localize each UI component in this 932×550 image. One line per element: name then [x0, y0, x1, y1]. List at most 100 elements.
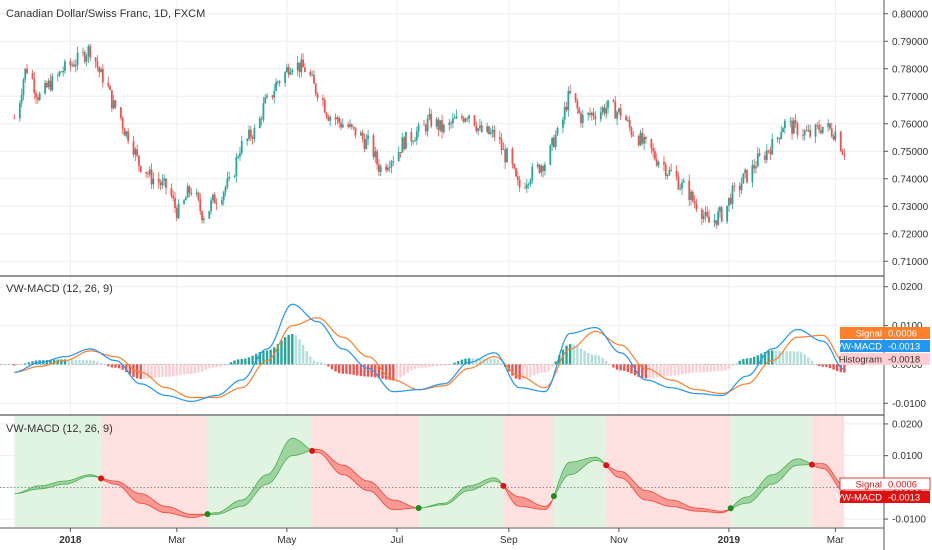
candle-body	[531, 166, 534, 181]
histogram-bar	[648, 364, 651, 379]
histogram-bar	[817, 364, 821, 366]
histogram-bar	[810, 360, 814, 365]
candle-body	[679, 188, 682, 190]
candle-body	[809, 129, 812, 137]
candle-body	[704, 211, 707, 216]
candle-body	[195, 192, 198, 195]
candle-body	[325, 112, 328, 117]
histogram-bar	[229, 362, 233, 365]
histogram-bar	[785, 351, 788, 365]
candle-body	[197, 192, 200, 200]
histogram-bar	[16, 364, 20, 366]
candle-body	[177, 203, 180, 218]
histogram-bar	[605, 361, 608, 365]
histogram-bar	[377, 364, 381, 379]
candle-body	[240, 140, 243, 154]
candle-body	[202, 218, 205, 221]
candle-body	[430, 113, 433, 127]
histogram-bar	[92, 360, 96, 365]
histogram-bar	[356, 364, 359, 376]
candle-body	[69, 61, 72, 66]
histogram-bar	[298, 339, 301, 365]
candle-body	[112, 100, 115, 109]
candle-body	[700, 209, 703, 219]
x-tick-label: May	[277, 535, 296, 546]
candle-body	[210, 200, 212, 211]
histogram-bar	[359, 364, 363, 377]
histogram-bar	[287, 334, 290, 365]
candle-body	[136, 149, 139, 156]
candle-body	[38, 93, 41, 101]
candle-body	[322, 98, 324, 100]
candle-body	[47, 80, 50, 88]
vw-macd-tag-name: VW-MACD	[836, 342, 882, 353]
candle-body	[783, 120, 786, 129]
histogram-bar	[208, 364, 211, 369]
candle-body	[349, 124, 351, 128]
histogram-bar	[500, 362, 503, 365]
candle-body	[451, 118, 454, 124]
histogram-bar	[677, 364, 680, 376]
candle-body	[529, 180, 532, 185]
candle-body	[744, 169, 747, 174]
candle-body	[46, 82, 48, 88]
candle-body	[771, 139, 774, 155]
histogram-bar	[644, 364, 648, 379]
candle-body	[226, 178, 229, 187]
y-tick-label: -0.0100	[892, 399, 926, 410]
histogram-bar	[796, 351, 799, 365]
histogram-bar	[684, 364, 687, 374]
histogram-bar	[107, 364, 110, 367]
candle-body	[616, 112, 618, 119]
histogram-bar	[518, 364, 521, 380]
candle-body	[76, 52, 79, 65]
histogram-bars	[0, 334, 884, 381]
candle-body	[834, 131, 837, 140]
candle-body	[98, 67, 101, 73]
histogram-bar	[247, 357, 251, 365]
candle-body	[172, 195, 175, 198]
histogram-bar	[496, 359, 500, 365]
histogram-bar	[514, 364, 518, 379]
histogram-bar	[453, 362, 456, 365]
histogram-bar	[583, 350, 586, 365]
candle-body	[271, 95, 274, 98]
candle-body	[587, 112, 590, 115]
histogram-bar	[792, 351, 796, 365]
candle-body	[803, 130, 806, 136]
histogram-bar	[283, 337, 287, 365]
candle-body	[107, 82, 110, 87]
candle-body	[655, 159, 658, 166]
histogram-bar	[13, 364, 16, 366]
candle-body	[460, 116, 463, 119]
candle-body	[262, 103, 265, 120]
candle-body	[453, 118, 456, 120]
candle-body	[199, 199, 202, 212]
candle-body	[830, 128, 833, 137]
candle-body	[138, 155, 140, 166]
candle-body	[237, 156, 240, 158]
candle-body	[556, 127, 559, 135]
candle-body	[412, 141, 415, 143]
histogram-bar	[345, 364, 348, 374]
candle-body	[390, 161, 393, 168]
crossover-dot	[415, 504, 422, 511]
histogram-bar	[716, 364, 720, 372]
y-tick-label: 0.80000	[892, 9, 929, 20]
histogram-bar	[594, 355, 597, 365]
candle-body	[580, 112, 582, 124]
candle-body	[778, 137, 781, 139]
candle-body	[792, 120, 795, 134]
candle-body	[462, 118, 465, 122]
histogram-bar	[143, 364, 146, 379]
histogram-bar	[338, 364, 341, 374]
candle-body	[89, 46, 92, 58]
candle-body	[157, 178, 160, 183]
histogram-bar	[424, 364, 428, 368]
histogram-bar	[410, 364, 413, 371]
candle-body	[334, 116, 337, 120]
candle-body	[363, 138, 366, 149]
candle-body	[235, 157, 238, 177]
candle-body	[423, 124, 425, 126]
